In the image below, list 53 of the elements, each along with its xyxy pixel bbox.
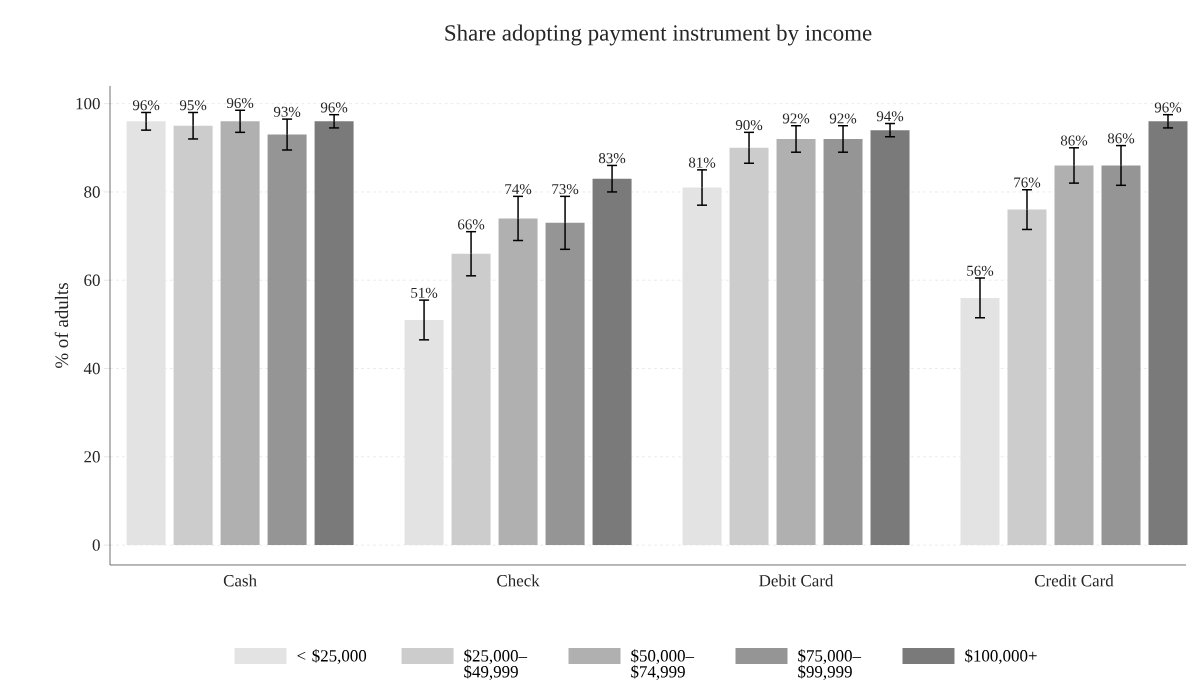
chart-title: Share adopting payment instrument by income	[445, 24, 872, 46]
bar	[173, 125, 213, 546]
bar	[451, 253, 491, 546]
bar	[1148, 121, 1188, 546]
y-tick-label: 40	[83, 362, 100, 375]
x-tick-label: Debit Card	[759, 574, 834, 587]
legend-label: < $25,000	[297, 649, 367, 664]
y-axis-title: % of adults	[54, 283, 69, 368]
bar	[1007, 209, 1047, 546]
bar	[823, 138, 863, 546]
x-tick-label: Cash	[223, 574, 257, 587]
bar	[1054, 165, 1094, 546]
data-label: 74%	[505, 184, 532, 195]
data-label: 92%	[829, 113, 857, 124]
y-tick-label: 80	[84, 186, 100, 198]
y-tick-label: 100	[76, 97, 100, 110]
bar	[1101, 165, 1141, 546]
legend-label: $100,000+	[965, 649, 1037, 664]
bar	[267, 134, 307, 546]
data-label: 96%	[320, 102, 348, 113]
x-tick-label: Credit Card	[1034, 574, 1114, 587]
data-label: 92%	[782, 113, 810, 124]
x-tick-label: Check	[497, 574, 540, 587]
y-tick-label: 20	[84, 451, 100, 463]
bar	[729, 147, 769, 546]
data-label: 66%	[458, 219, 485, 230]
data-label: 96%	[132, 100, 160, 111]
data-label: 76%	[1014, 177, 1041, 188]
data-label: 81%	[688, 157, 716, 168]
data-label: 86%	[1107, 133, 1135, 144]
data-label: 73%	[552, 184, 579, 195]
data-label: 51%	[411, 287, 438, 298]
data-label: 96%	[226, 97, 254, 109]
data-label: 90%	[735, 120, 763, 131]
legend-label: $75,000–$99,999	[798, 649, 862, 680]
bar	[870, 130, 910, 546]
legend-label: $50,000–$74,999	[631, 649, 695, 680]
bar	[314, 121, 354, 546]
data-label: 95%	[179, 100, 207, 111]
data-label: 93%	[273, 106, 301, 117]
bar	[545, 222, 585, 546]
data-label: 86%	[1060, 135, 1088, 146]
bar	[776, 138, 816, 546]
legend-label: $25,000–$49,999	[464, 649, 528, 680]
data-label: 94%	[876, 111, 904, 122]
data-label: 83%	[598, 153, 626, 164]
bar	[220, 121, 260, 546]
data-label: 56%	[967, 265, 994, 276]
data-label: 96%	[1154, 102, 1182, 113]
y-tick-label: 60	[84, 274, 100, 286]
bar	[592, 178, 632, 546]
y-tick-label: 0	[92, 539, 100, 551]
bar	[498, 218, 538, 546]
